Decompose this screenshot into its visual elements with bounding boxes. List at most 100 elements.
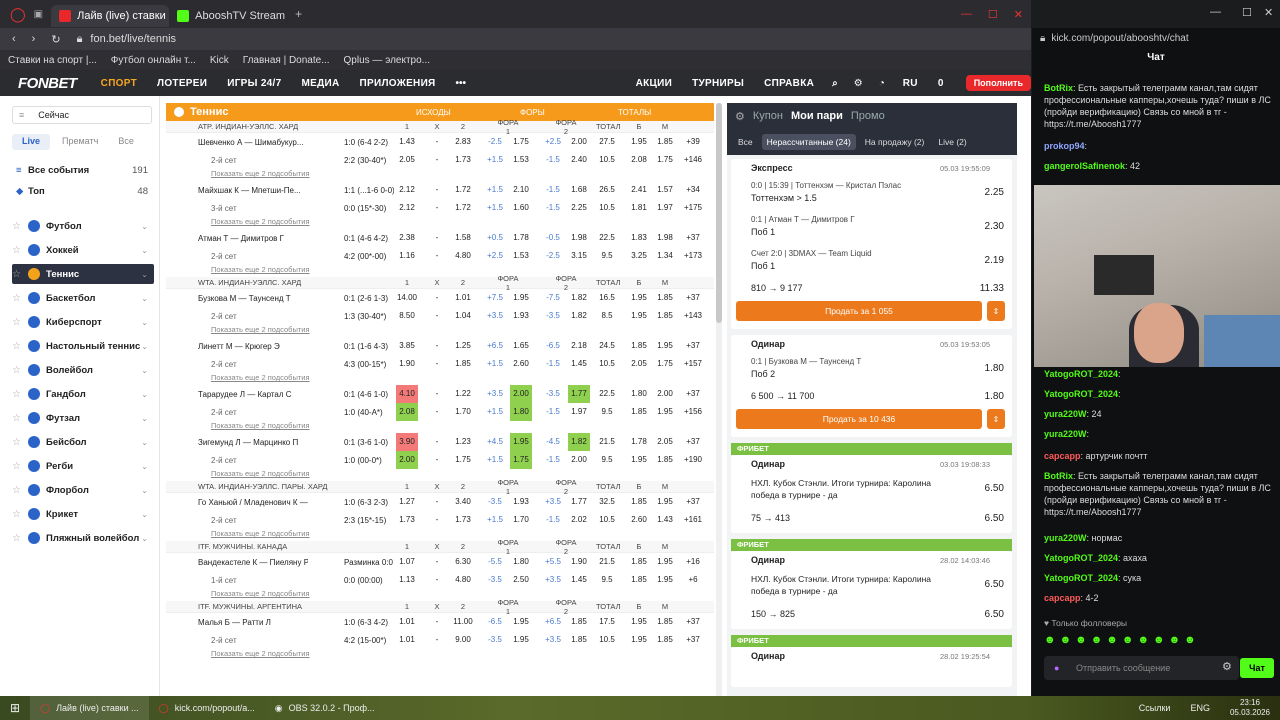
bet-card[interactable]: Одинар 03.03 19:08:33 НХЛ. Кубок Стэнли. И… bbox=[731, 455, 1012, 533]
odds-cell[interactable]: -2.5 bbox=[488, 137, 502, 146]
sidebar-item-sport[interactable]: ☆ Настольный теннис ⌄ bbox=[12, 336, 154, 356]
odds-cell[interactable]: +1.5 bbox=[487, 155, 503, 164]
odds-cell[interactable]: 2.00 bbox=[571, 137, 587, 146]
odds-cell[interactable]: 1.80 bbox=[510, 403, 532, 421]
odds-cell[interactable]: 2.08 bbox=[631, 155, 647, 164]
odds-cell[interactable]: 8.50 bbox=[399, 311, 415, 320]
odds-cell[interactable]: 1.68 bbox=[571, 185, 587, 194]
odds-cell[interactable]: +143 bbox=[683, 311, 703, 320]
odds-cell[interactable]: 1.95 bbox=[631, 137, 647, 146]
odds-cell[interactable]: +190 bbox=[683, 455, 703, 464]
odds-cell[interactable]: 1.95 bbox=[513, 635, 529, 644]
maximize-icon[interactable]: ☐ bbox=[1242, 7, 1252, 19]
odds-cell[interactable]: +0.5 bbox=[487, 233, 503, 242]
odds-cell[interactable]: 24.5 bbox=[599, 341, 615, 350]
odds-cell[interactable]: -2.5 bbox=[546, 251, 560, 260]
sell-bet-button[interactable]: Продать за 10 436 bbox=[736, 409, 982, 429]
show-more-link[interactable]: Показать еще 2 подсобытия bbox=[211, 265, 310, 274]
nav-lottery[interactable]: ЛОТЕРЕИ bbox=[157, 77, 208, 89]
odds-cell[interactable]: +5.5 bbox=[545, 557, 561, 566]
odds-cell[interactable]: 1.85 bbox=[657, 137, 673, 146]
set-row[interactable]: 2-й сет 4:3 (00-15*) 1.90 - 1.85 +1.5 2.60 -1.5… bbox=[166, 355, 714, 373]
match-name[interactable]: Зигемунд Л — Марцинко П bbox=[198, 437, 299, 447]
odds-cell[interactable]: +37 bbox=[686, 497, 700, 506]
match-name[interactable]: Шевченко А — Шимабукур... bbox=[198, 137, 304, 147]
nav-media[interactable]: МЕДИА bbox=[301, 77, 340, 89]
odds-cell[interactable]: -1.5 bbox=[546, 515, 560, 524]
star-icon[interactable]: ☆ bbox=[12, 412, 21, 424]
odds-cell[interactable]: +1.5 bbox=[487, 455, 503, 464]
send-chat-button[interactable]: Чат bbox=[1240, 658, 1274, 678]
odds-cell[interactable]: 1.85 bbox=[631, 557, 647, 566]
odds-cell[interactable]: 2.10 bbox=[513, 185, 529, 194]
star-icon[interactable]: ☆ bbox=[12, 532, 21, 544]
odds-cell[interactable]: 14.00 bbox=[396, 293, 418, 302]
odds-cell[interactable]: 11.00 bbox=[453, 617, 473, 626]
fonbet-logo[interactable]: FONBET bbox=[18, 74, 77, 92]
odds-cell[interactable]: 1.81 bbox=[631, 203, 647, 212]
odds-cell[interactable]: 9.5 bbox=[601, 407, 613, 416]
odds-cell[interactable]: +1.5 bbox=[487, 203, 503, 212]
odds-cell[interactable]: -6.5 bbox=[488, 617, 502, 626]
odds-cell[interactable]: +3.5 bbox=[545, 635, 561, 644]
league-header[interactable]: ATP. ИНДИАН-УЭЛЛС. ХАРД 1 X 2 ФОРА 1 ФОРА 2 ТО… bbox=[166, 118, 714, 136]
chevron-down-icon[interactable]: ⌄ bbox=[141, 509, 148, 519]
chevron-down-icon[interactable]: ⌄ bbox=[141, 221, 148, 231]
chat-username[interactable]: BotRix bbox=[1044, 471, 1073, 481]
set-row[interactable]: 2-й сет 2:3 (15*-15) 1.73 - 1.73 +1.5 1.70 -1.5… bbox=[166, 511, 714, 529]
more-icon[interactable]: ••• bbox=[455, 77, 467, 89]
kick-address-bar[interactable]: 🔒︎ kick.com/popout/abooshtv/chat bbox=[1032, 28, 1280, 48]
back-icon[interactable]: ‹ bbox=[12, 33, 16, 45]
filter-unsettled[interactable]: Нерассчитанные (24) bbox=[761, 134, 856, 150]
odds-cell[interactable]: 6.30 bbox=[455, 557, 471, 566]
bookmark[interactable]: Футбол онлайн т... bbox=[110, 54, 196, 66]
tab-promo[interactable]: Промо bbox=[850, 110, 885, 122]
opera-icon[interactable]: ◯ bbox=[10, 5, 26, 22]
chat-username[interactable]: BotRix bbox=[1044, 83, 1073, 93]
odds-cell[interactable]: 1.85 bbox=[657, 293, 673, 302]
odds-cell[interactable]: 1.90 bbox=[399, 359, 415, 368]
sidebar-item-sport[interactable]: ☆ Бейсбол ⌄ bbox=[12, 432, 154, 452]
star-icon[interactable]: ☆ bbox=[12, 388, 21, 400]
reload-icon[interactable]: ↻ bbox=[51, 33, 61, 46]
odds-cell[interactable]: +161 bbox=[683, 515, 703, 524]
show-more-link[interactable]: Показать еще 2 подсобытия bbox=[211, 421, 310, 430]
odds-cell[interactable]: 1.95 bbox=[631, 455, 647, 464]
odds-cell[interactable]: 2.25 bbox=[571, 203, 587, 212]
odds-cell[interactable]: +16 bbox=[686, 557, 700, 566]
chat-username[interactable]: yura220W bbox=[1044, 533, 1087, 543]
odds-cell[interactable]: +37 bbox=[686, 437, 700, 446]
odds-cell[interactable]: 1.73 bbox=[399, 515, 415, 524]
odds-cell[interactable]: -0.5 bbox=[546, 233, 560, 242]
odds-cell[interactable]: 4.80 bbox=[455, 575, 471, 584]
start-icon[interactable]: ⊞ bbox=[10, 701, 21, 715]
minimize-icon[interactable]: — bbox=[960, 8, 972, 20]
odds-cell[interactable]: 9.5 bbox=[601, 575, 613, 584]
odds-cell[interactable]: 1.85 bbox=[571, 635, 587, 644]
filter-live-bets[interactable]: Live (2) bbox=[938, 137, 967, 147]
match-name[interactable]: Атман Т — Димитров Г bbox=[198, 233, 284, 243]
odds-cell[interactable]: -3.5 bbox=[488, 575, 502, 584]
odds-cell[interactable]: 1.78 bbox=[513, 233, 529, 242]
set-row[interactable]: 2-й сет 2:2 (30-40*) 2.05 - 1.73 +1.5 1.53 -1.5… bbox=[166, 151, 714, 169]
odds-cell[interactable]: 1.75 bbox=[513, 137, 529, 146]
tab-coupon[interactable]: Купон bbox=[752, 110, 783, 122]
minimize-icon[interactable]: — bbox=[1210, 6, 1221, 18]
workspace-icon[interactable]: ▣ bbox=[33, 8, 44, 20]
odds-cell[interactable]: +37 bbox=[686, 233, 700, 242]
odds-cell[interactable]: -3.5 bbox=[546, 389, 560, 398]
odds-cell[interactable]: 2.41 bbox=[631, 185, 647, 194]
odds-cell[interactable]: 10.5 bbox=[599, 155, 615, 164]
match-row[interactable]: Малья Б — Ратти Л 1:0 (6-3 4-2) 1.01 - 11.00… bbox=[166, 613, 714, 631]
chevron-down-icon[interactable]: ⌄ bbox=[141, 245, 148, 255]
close-icon[interactable]: ✕ bbox=[1264, 7, 1274, 19]
set-row[interactable]: 1-й сет 0:0 (00:00) 1.13 - 4.80 -3.5 2.50 +3.5 1… bbox=[166, 571, 714, 589]
odds-cell[interactable]: 2.18 bbox=[571, 341, 587, 350]
odds-cell[interactable]: 1.60 bbox=[513, 203, 529, 212]
mic-icon[interactable]: ● bbox=[1054, 663, 1060, 673]
nav-promos[interactable]: АКЦИИ bbox=[635, 77, 673, 89]
odds-cell[interactable]: 26.5 bbox=[599, 185, 615, 194]
match-row[interactable]: Бузкова М — Таунсенд Т 0:1 (2-6 1-3) 14.00… bbox=[166, 289, 714, 307]
odds-cell[interactable]: 1.97 bbox=[657, 203, 673, 212]
now-filter[interactable]: ≡ Сейчас bbox=[12, 106, 152, 124]
